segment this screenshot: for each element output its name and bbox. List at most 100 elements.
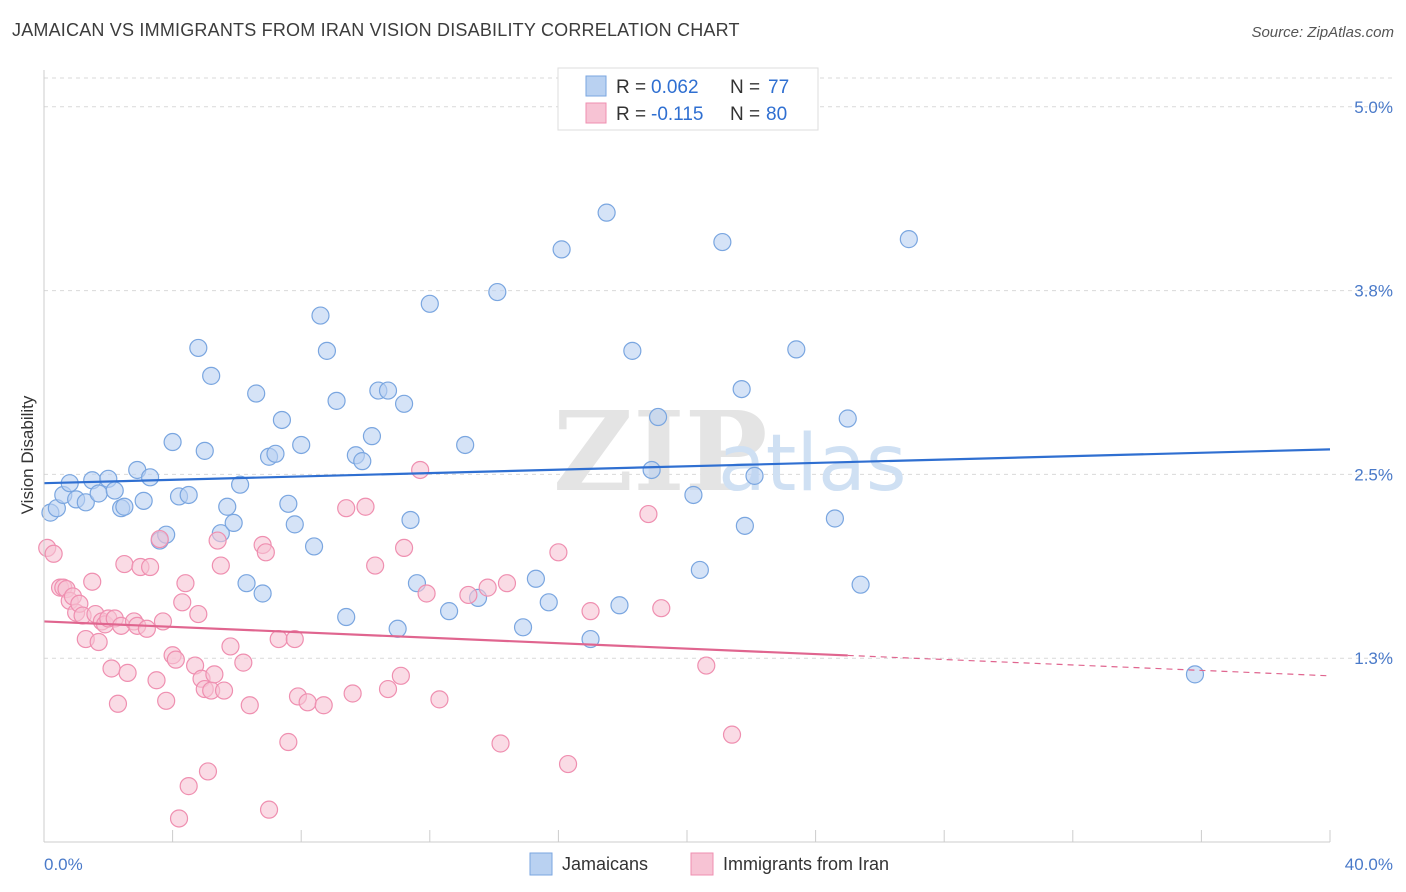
jamaican-point: [272, 410, 292, 430]
iran-point: [391, 666, 410, 685]
jamaican-point: [513, 618, 533, 637]
jamaican-point: [353, 452, 372, 471]
iran-point: [211, 556, 230, 575]
x-tick-label-min: 0.0%: [44, 855, 83, 874]
iran-point: [108, 694, 128, 713]
legend-r-label-pink: R =: [616, 104, 646, 125]
chart-title: JAMAICAN VS IMMIGRANTS FROM IRAN VISION …: [12, 20, 740, 40]
jamaican-point: [179, 485, 198, 505]
iran-point: [221, 637, 240, 656]
jamaican-point: [202, 366, 221, 385]
jamaican-point: [237, 574, 256, 593]
jamaican-point: [825, 509, 844, 528]
jamaican-point: [642, 460, 661, 480]
iran-point: [549, 543, 568, 562]
jamaican-trend-line: [43, 448, 1331, 485]
jamaican-point: [745, 466, 764, 485]
jamaican-point: [456, 435, 475, 455]
iran-point: [137, 619, 156, 638]
jamaican-point: [394, 394, 414, 413]
iran-point: [102, 659, 121, 678]
iran-point: [44, 544, 63, 563]
gridlines: [44, 77, 1392, 659]
iran-point: [411, 460, 430, 480]
jamaican-point: [279, 494, 298, 513]
y-tick-label: 1.3%: [1354, 649, 1393, 668]
iran-point: [639, 504, 658, 524]
iran-point: [157, 691, 176, 710]
iran-point: [356, 497, 375, 516]
data-points: [38, 203, 1205, 828]
axes: 1.3% 2.5% 3.8% 5.0% 0.0% 40.0%: [43, 70, 1393, 874]
legend-r-value-pink: -0.115: [651, 104, 703, 125]
jamaican-point: [420, 294, 439, 313]
jamaican-point: [439, 602, 459, 621]
iran-point: [205, 665, 224, 684]
stats-legend: R = 0.062 N = 77 R = -0.115 N = 80: [557, 67, 819, 131]
iran-point: [269, 629, 288, 649]
iran-point: [115, 554, 134, 574]
jamaican-point: [189, 338, 208, 358]
jamaican-point: [610, 596, 629, 615]
jamaican-point: [304, 537, 324, 556]
series-legend-iran: Immigrants from Iran: [723, 854, 889, 874]
jamaican-point: [648, 407, 668, 427]
legend-swatch-blue: [585, 75, 607, 97]
iran-point: [179, 777, 198, 796]
iran-point: [722, 725, 742, 744]
legend-n-value-pink: 80: [766, 104, 787, 125]
jamaican-point: [713, 232, 732, 252]
jamaican-point: [105, 481, 124, 500]
jamaican-point: [76, 493, 95, 512]
iran-point: [497, 574, 517, 593]
jamaican-point: [378, 381, 398, 400]
iran-point: [343, 684, 362, 703]
legend-n-label-blue: N =: [730, 77, 760, 98]
jamaican-point: [337, 607, 356, 627]
source-credit: Source: ZipAtlas.com: [1251, 24, 1394, 41]
jamaican-point: [838, 409, 857, 428]
iran-point: [366, 556, 385, 575]
iran-point: [147, 671, 166, 690]
jamaican-point: [552, 240, 571, 259]
legend-r-value-blue: 0.062: [651, 77, 699, 98]
iran-point: [491, 734, 510, 753]
iran-point: [208, 531, 227, 550]
series-legend-swatch-iran: [690, 852, 714, 876]
iran-point: [279, 732, 298, 752]
iran-point: [459, 585, 478, 605]
jamaican-point: [247, 384, 266, 403]
iran-point: [166, 650, 185, 669]
legend-r-label-blue: R =: [616, 77, 646, 98]
series-legend: Jamaicans Immigrants from Iran: [529, 852, 889, 876]
iran-point: [150, 529, 169, 549]
iran-point: [214, 681, 234, 700]
iran-point: [298, 693, 317, 712]
iran-point: [198, 762, 218, 781]
jamaican-point: [115, 497, 134, 516]
jamaican-point: [732, 379, 751, 399]
y-tick-label: 5.0%: [1354, 98, 1393, 117]
iran-point: [169, 809, 189, 828]
trend-lines: [43, 448, 1331, 677]
y-axis-label: Vision Disability: [18, 395, 37, 514]
iran-point: [89, 632, 108, 652]
jamaican-point: [266, 444, 285, 463]
jamaican-point: [539, 593, 558, 612]
iran-point: [394, 538, 414, 558]
iran-point: [173, 593, 192, 612]
series-legend-jamaicans: Jamaicans: [562, 854, 648, 874]
jamaican-point: [163, 432, 182, 452]
iran-point: [259, 800, 279, 819]
iran-point: [378, 679, 398, 699]
jamaican-point: [488, 282, 507, 302]
legend-n-label-pink: N =: [730, 104, 760, 125]
jamaican-point: [224, 513, 243, 533]
jamaican-point: [134, 491, 153, 510]
iran-point: [581, 602, 600, 621]
legend-swatch-pink: [585, 102, 607, 124]
jamaican-point: [526, 569, 545, 588]
jamaican-point: [851, 575, 870, 594]
iran-point: [118, 663, 137, 682]
